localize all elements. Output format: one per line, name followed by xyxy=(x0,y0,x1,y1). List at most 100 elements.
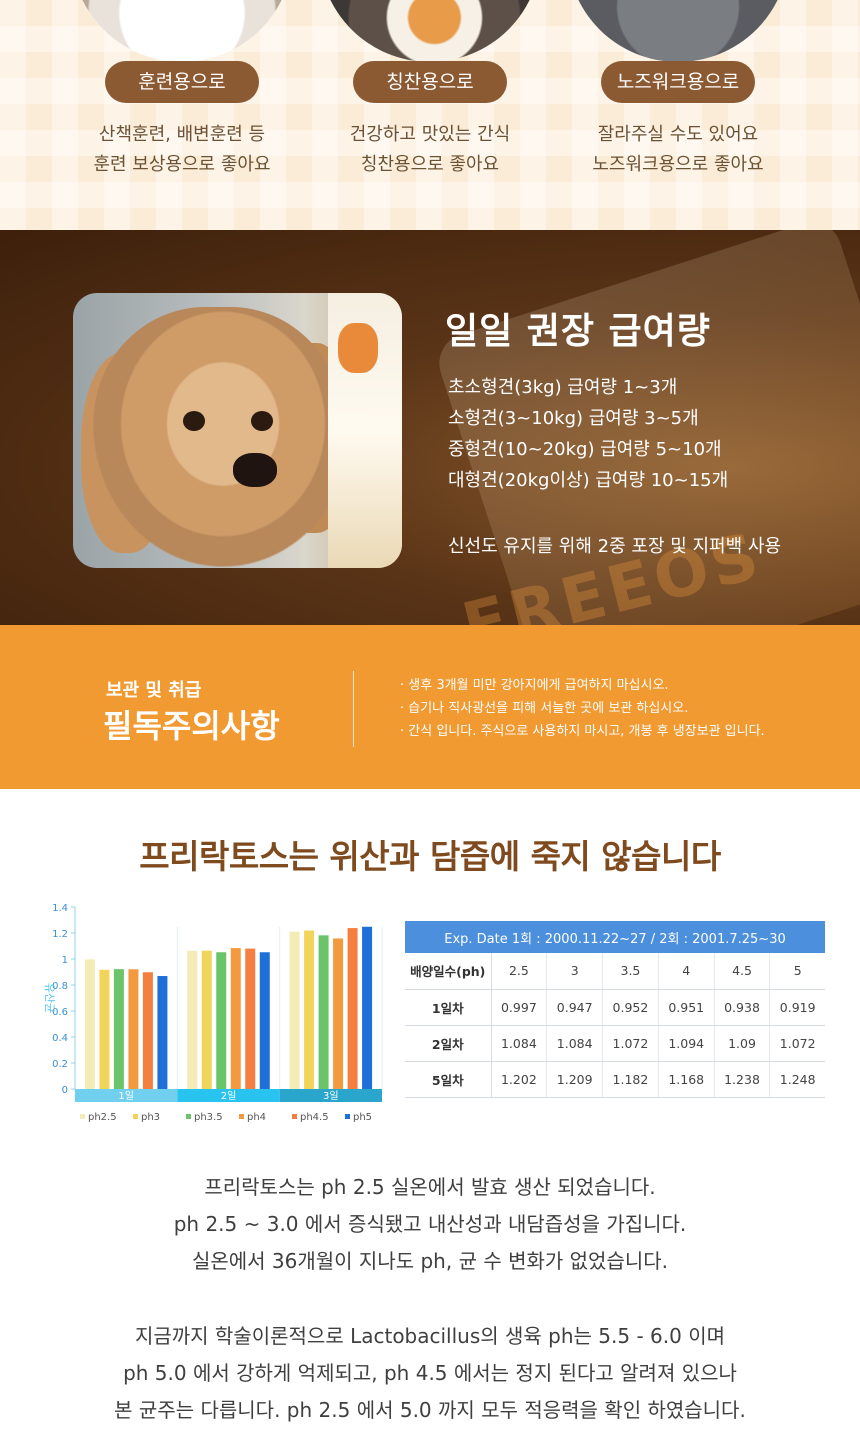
caution-divider xyxy=(353,671,354,747)
table-row-label: 5일차 xyxy=(405,1061,492,1098)
exp-date-header: Exp. Date 1회 : 2000.11.22~27 / 2회 : 2001… xyxy=(405,921,825,953)
table-row: 5일차 1.202 1.209 1.182 1.168 1.238 1.248 xyxy=(405,1061,825,1098)
paragraph-line: 실온에서 36개월이 지나도 ph, 균 수 변화가 없었습니다. xyxy=(191,1249,669,1273)
praise-desc: 건강하고 맛있는 간식 칭찬용으로 좋아요 xyxy=(300,120,560,180)
legend-swatch xyxy=(345,1114,350,1119)
table-cell: 1.248 xyxy=(769,1061,825,1098)
legend-swatch xyxy=(186,1114,191,1119)
table-row-label: 2일차 xyxy=(405,1025,492,1062)
caution-section: 보관 및 취급 필독주의사항 · 생후 3개월 미만 강아지에게 급여하지 마십… xyxy=(0,625,860,789)
legend-label: ph2.5 xyxy=(88,1112,117,1123)
table-cell: 1.209 xyxy=(546,1061,604,1098)
caution-title: 필독주의사항 xyxy=(103,707,280,745)
bar-ph4-3일 xyxy=(333,938,344,1089)
bar-ph3.5-1일 xyxy=(113,969,124,1089)
table-cell: 1.168 xyxy=(658,1061,715,1098)
table-cell: 0.947 xyxy=(546,989,604,1026)
category-band xyxy=(279,1089,382,1102)
y-axis-label: 유산균 xyxy=(43,983,56,1013)
legend-swatch xyxy=(292,1114,297,1119)
packaging-note: 신선도 유지를 위해 2중 포장 및 지퍼백 사용 xyxy=(448,536,782,557)
table-cell: 1.094 xyxy=(658,1025,715,1062)
nosework-desc-line1: 잘라주실 수도 있어요 xyxy=(597,124,759,145)
caution-item-storage: · 습기나 직사광선을 피해 서늘한 곳에 보관 하십시오. xyxy=(400,701,689,716)
paragraph-line: ph 2.5 ~ 3.0 에서 증식됐고 내산성과 내담즙성을 가집니다. xyxy=(173,1212,687,1236)
bar-ph5-2일 xyxy=(259,952,270,1089)
ph-bar-chart: 0 0.2 0.4 0.6 0.8 1 1.2 1.4 유산균 1일 2일 3일 ph2.5 ph3 ph3… xyxy=(40,893,390,1133)
table-cell: 0.938 xyxy=(714,989,771,1026)
table-cell: 1.084 xyxy=(491,1025,548,1062)
research-headline: 프리락토스는 위산과 담즙에 죽지 않습니다 xyxy=(139,837,721,876)
y-tick-label: 0.4 xyxy=(52,1033,68,1044)
table-col-ph: 3 xyxy=(546,953,604,990)
training-desc-line2: 훈련 보상용으로 좋아요 xyxy=(93,154,271,175)
category-band xyxy=(75,1089,178,1102)
table-cell: 0.919 xyxy=(769,989,825,1026)
daily-amount-section: FREEOS 일일 권장 급여량 초소형견(3kg) 급여량 1~3개 소형견(… xyxy=(0,230,860,625)
caution-list: · 생후 3개월 미만 강아지에게 급여하지 마십시오. · 습기나 직사광선을… xyxy=(400,674,765,743)
bar-ph4-1일 xyxy=(128,969,139,1089)
paragraph-line: ph 5.0 에서 강하게 억제되고, ph 4.5 에서는 정지 된다고 알려… xyxy=(123,1361,737,1385)
bar-ph3-2일 xyxy=(201,950,212,1089)
legend-label: ph3.5 xyxy=(194,1112,223,1123)
table-cell: 1.182 xyxy=(602,1061,659,1098)
table-col-ph: 4.5 xyxy=(714,953,771,990)
praise-dog-photo xyxy=(319,0,541,62)
legend-label: ph3 xyxy=(141,1112,160,1123)
daily-item-toy: 초소형견(3kg) 급여량 1~3개 xyxy=(448,377,678,398)
paragraph-line: 프리락토스는 ph 2.5 실온에서 발효 생산 되었습니다. xyxy=(204,1175,656,1199)
table-row: 2일차 1.084 1.084 1.072 1.094 1.09 1.072 xyxy=(405,1025,825,1062)
bar-ph2.5-1일 xyxy=(84,959,95,1089)
dog-head xyxy=(93,307,343,567)
table-cell: 1.202 xyxy=(491,1061,548,1098)
bar-ph3.5-2일 xyxy=(216,952,227,1089)
training-label: 훈련용으로 xyxy=(105,61,259,103)
category-band xyxy=(177,1089,280,1102)
bar-ph2.5-3일 xyxy=(289,931,300,1089)
table-cell: 1.072 xyxy=(769,1025,825,1062)
table-cell: 1.238 xyxy=(714,1061,771,1098)
daily-amount-list: 초소형견(3kg) 급여량 1~3개 소형견(3~10kg) 급여량 3~5개 … xyxy=(448,372,728,496)
caution-item-snack: · 간식 입니다. 주식으로 사용하지 마시고, 개봉 후 냉장보관 입니다. xyxy=(400,724,765,739)
table-cell: 1.084 xyxy=(546,1025,604,1062)
y-tick-label: 0.6 xyxy=(52,1007,68,1018)
y-tick-label: 1 xyxy=(62,955,68,966)
bar-ph5-3일 xyxy=(362,926,373,1089)
bar-ph3-3일 xyxy=(304,930,315,1089)
table-header-label: 배양일수(ph) xyxy=(405,953,492,990)
x-category-label: 2일 xyxy=(221,1090,237,1102)
praise-label: 칭찬용으로 xyxy=(353,61,507,103)
daily-item-medium: 중형견(10~20kg) 급여량 5~10개 xyxy=(448,439,722,460)
bar-ph3.5-3일 xyxy=(318,935,329,1089)
praise-desc-line2: 칭찬용으로 좋아요 xyxy=(360,154,500,175)
table-cell: 1.09 xyxy=(714,1025,771,1062)
daily-item-small: 소형견(3~10kg) 급여량 3~5개 xyxy=(448,408,699,429)
daily-item-large: 대형견(20kg이상) 급여량 10~15개 xyxy=(448,470,729,491)
legend-label: ph4.5 xyxy=(300,1112,329,1123)
x-category-label: 3일 xyxy=(323,1090,339,1102)
bar-ph4.5-1일 xyxy=(142,972,153,1089)
table-row-label: 1일차 xyxy=(405,989,492,1026)
table-cell: 1.072 xyxy=(602,1025,659,1062)
x-category-label: 1일 xyxy=(118,1090,134,1102)
bar-ph4.5-2일 xyxy=(245,948,256,1089)
bar-ph2.5-2일 xyxy=(187,950,198,1089)
table-row: 1일차 0.997 0.947 0.952 0.951 0.938 0.919 xyxy=(405,989,825,1026)
research-paragraph-2: 지금까지 학술이론적으로 Lactobacillus의 생육 ph는 5.5 -… xyxy=(0,1318,860,1429)
training-dog-photo xyxy=(71,0,293,62)
daily-amount-title: 일일 권장 급여량 xyxy=(445,311,711,352)
dachshund-photo xyxy=(73,293,402,568)
dog-eye-right xyxy=(251,411,273,431)
legend-label: ph5 xyxy=(353,1112,372,1123)
nosework-mat-photo xyxy=(567,0,789,62)
praise-desc-line1: 건강하고 맛있는 간식 xyxy=(349,124,511,145)
dog-nose xyxy=(233,453,277,487)
product-bag-in-photo xyxy=(328,293,402,568)
training-desc: 산책훈련, 배변훈련 등 훈련 보상용으로 좋아요 xyxy=(52,120,312,180)
y-tick-label: 0.8 xyxy=(52,981,68,992)
research-paragraph-1: 프리락토스는 ph 2.5 실온에서 발효 생산 되었습니다. ph 2.5 ~… xyxy=(0,1169,860,1280)
paragraph-line: 본 균주는 다릅니다. ph 2.5 에서 5.0 까지 모두 적응력을 확인 … xyxy=(114,1398,746,1422)
table-col-ph: 3.5 xyxy=(602,953,659,990)
legend-swatch xyxy=(133,1114,138,1119)
nosework-desc: 잘라주실 수도 있어요 노즈워크용으로 좋아요 xyxy=(548,120,808,180)
